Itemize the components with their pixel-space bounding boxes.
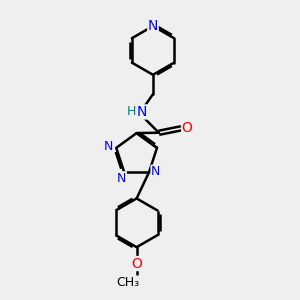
Text: N: N (117, 172, 126, 185)
Text: O: O (182, 121, 193, 135)
Text: O: O (131, 256, 142, 271)
Text: N: N (137, 105, 147, 119)
Text: N: N (104, 140, 113, 153)
Text: N: N (151, 165, 160, 178)
Text: CH₃: CH₃ (116, 276, 139, 289)
Text: N: N (148, 19, 158, 33)
Text: H: H (127, 106, 136, 118)
